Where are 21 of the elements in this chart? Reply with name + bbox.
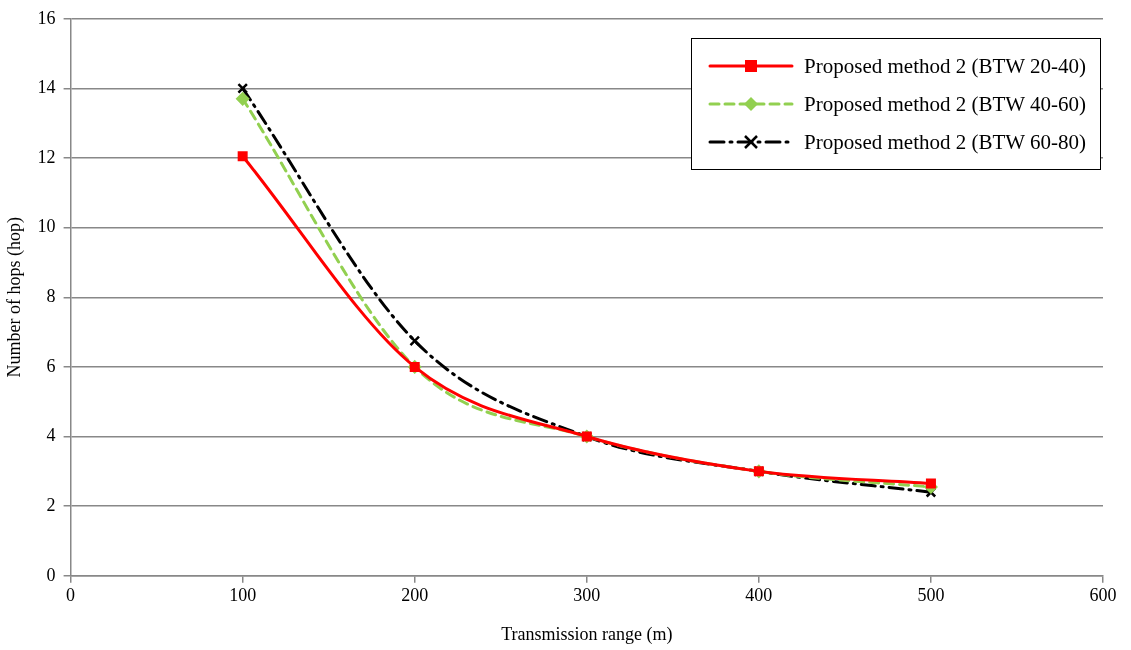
x-tick-label: 400 [745, 585, 773, 606]
x-tick-label: 500 [917, 585, 945, 606]
x-tick-label: 600 [1089, 585, 1117, 606]
legend-label: Proposed method 2 (BTW 40-60) [804, 91, 1086, 117]
y-tick-label: 10 [37, 216, 56, 237]
x-tick-label: 300 [573, 585, 601, 606]
x-tick-label: 200 [401, 585, 429, 606]
y-axis-title: Number of hops (hop) [3, 217, 25, 378]
y-tick-label: 14 [37, 77, 56, 98]
x-tick-label: 0 [66, 585, 76, 606]
y-tick-label: 16 [37, 7, 56, 28]
x-axis-title: Transmission range (m) [501, 623, 673, 645]
legend-label: Proposed method 2 (BTW 20-40) [804, 53, 1086, 79]
y-tick-label: 6 [46, 355, 56, 376]
y-tick-label: 0 [46, 564, 56, 585]
y-tick-label: 4 [46, 425, 56, 446]
legend-label: Proposed method 2 (BTW 60-80) [804, 129, 1086, 155]
y-tick-label: 12 [37, 146, 56, 167]
y-tick-label: 2 [46, 494, 56, 515]
y-tick-label: 8 [46, 286, 56, 307]
x-tick-label: 100 [229, 585, 257, 606]
